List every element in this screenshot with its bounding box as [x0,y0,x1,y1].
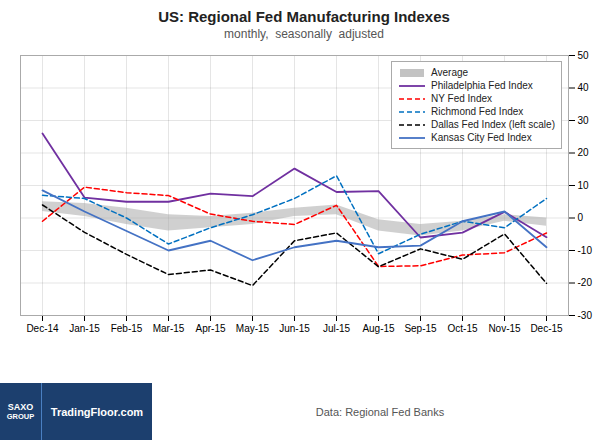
svg-text:Jul-15: Jul-15 [323,323,351,334]
html-text:Average: Average [431,67,469,78]
html-text:Data: Regional Fed Banks: Data: Regional Fed Banks [315,405,445,418]
svg-text:Dec-15: Dec-15 [530,323,563,334]
svg-text:0: 0 [578,212,584,223]
html-text:US: Regional Fed Manufacturing: US: Regional Fed Manufacturing Indexes [158,8,450,25]
html-text:SAXO: SAXO [7,402,34,412]
svg-text:Apr-15: Apr-15 [195,323,225,334]
svg-text:30: 30 [578,115,590,126]
svg-text:50: 50 [578,50,590,61]
svg-text:40: 40 [578,82,590,93]
html-text:monthly, seasonally adjusted: monthly, seasonally adjusted [224,27,384,41]
svg-text:Aug-15: Aug-15 [362,323,395,334]
html-text:TradingFloor.com: TradingFloor.com [50,405,144,418]
html-text:Philadelphia Fed Index: Philadelphia Fed Index [431,80,533,91]
svg-text:Dec-14: Dec-14 [26,323,59,334]
svg-text:-30: -30 [578,310,593,321]
svg-text:10: 10 [578,180,590,191]
svg-text:Nov-15: Nov-15 [488,323,521,334]
svg-text:May-15: May-15 [236,323,270,334]
svg-text:-10: -10 [578,245,593,256]
html-text:Richmond Fed Index: Richmond Fed Index [431,106,524,117]
html-text:Kansas City Fed Index: Kansas City Fed Index [431,132,532,143]
svg-text:Sep-15: Sep-15 [404,323,437,334]
svg-text:20: 20 [578,147,590,158]
svg-text:-20: -20 [578,277,593,288]
svg-text:Jun-15: Jun-15 [279,323,310,334]
svg-text:Feb-15: Feb-15 [111,323,143,334]
html-text:GROUP: GROUP [6,412,35,421]
svg-text:Oct-15: Oct-15 [447,323,477,334]
html-text:NY Fed Index: NY Fed Index [431,93,492,104]
html-text:Dallas Fed Index (left scale): Dallas Fed Index (left scale) [431,119,555,130]
svg-text:Jan-15: Jan-15 [69,323,100,334]
svg-text:Mar-15: Mar-15 [153,323,185,334]
